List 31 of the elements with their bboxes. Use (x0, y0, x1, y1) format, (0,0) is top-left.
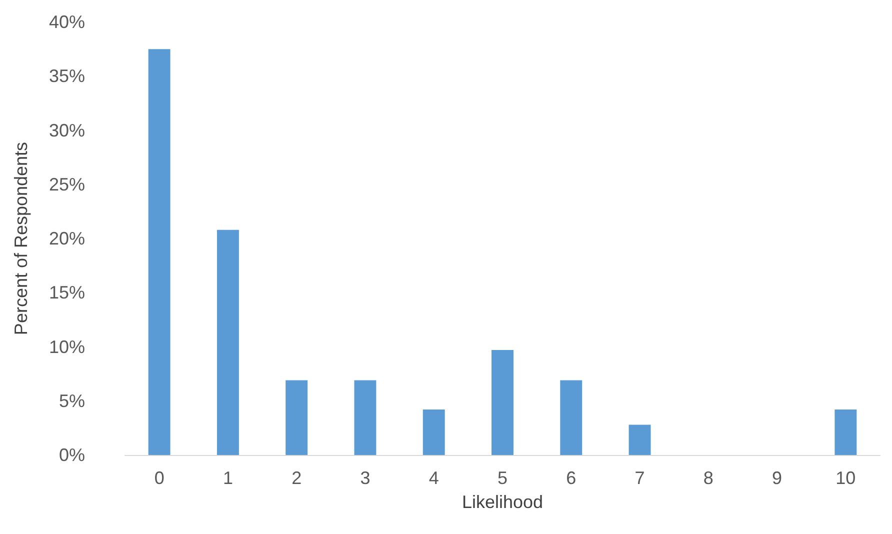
y-tick-label: 15% (48, 282, 85, 303)
x-tick-label: 9 (772, 468, 782, 488)
x-tick-label: 7 (634, 468, 645, 488)
y-tick-label: 35% (48, 66, 85, 86)
x-tick-label: 2 (292, 468, 302, 488)
x-tick-label: 3 (360, 468, 370, 488)
bar (286, 380, 308, 455)
x-tick-label: 1 (222, 468, 233, 488)
x-tick-label: 5 (497, 468, 508, 488)
x-tick-label: 4 (428, 468, 439, 488)
y-tick-label: 10% (48, 336, 85, 357)
x-tick-label: 0 (154, 468, 164, 488)
x-tick-label: 8 (703, 468, 714, 488)
bar (216, 230, 239, 455)
y-tick-label: 25% (48, 174, 85, 194)
bar (148, 49, 170, 455)
y-axis-title: Percent of Respondents (11, 142, 31, 336)
bar (422, 410, 445, 455)
bar (492, 350, 514, 455)
x-axis-title: Likelihood (462, 492, 544, 512)
y-tick-label: 0% (58, 445, 85, 465)
y-tick-label: 5% (58, 390, 85, 411)
y-tick-label: 30% (48, 120, 85, 140)
bar (628, 424, 651, 455)
x-tick-label: 10 (836, 468, 856, 488)
bar (354, 380, 376, 455)
y-tick-label: 20% (48, 228, 85, 248)
y-tick-label: 40% (48, 12, 85, 32)
bar (834, 410, 857, 455)
bar (560, 380, 582, 455)
x-tick-label: 6 (566, 468, 576, 488)
